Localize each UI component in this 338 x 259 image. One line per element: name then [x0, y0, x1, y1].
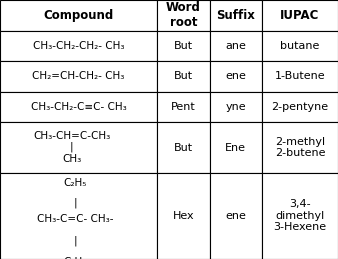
Text: |: | [73, 235, 77, 246]
Bar [262, 61, 338, 92]
Bar [262, 0, 338, 31]
Text: |: | [73, 198, 77, 208]
Text: C₂H₅: C₂H₅ [64, 257, 87, 259]
Bar [0, 0, 157, 31]
Text: CH₃-CH=C-CH₃: CH₃-CH=C-CH₃ [33, 131, 111, 141]
Text: CH₂=CH-CH₂- CH₃: CH₂=CH-CH₂- CH₃ [32, 71, 125, 81]
Bar [157, 0, 210, 31]
Text: CH₃-C=C- CH₃-: CH₃-C=C- CH₃- [37, 214, 114, 224]
Bar [262, 92, 338, 122]
Text: 3,4-
dimethyl
3-Hexene: 3,4- dimethyl 3-Hexene [273, 199, 327, 233]
Text: CH₃-CH₂-C≡C- CH₃: CH₃-CH₂-C≡C- CH₃ [31, 102, 126, 112]
Bar [210, 92, 262, 122]
Text: 2-methyl
2-butene: 2-methyl 2-butene [275, 137, 325, 158]
Bar [0, 122, 157, 173]
Bar [157, 173, 210, 259]
Text: 2-pentyne: 2-pentyne [271, 102, 329, 112]
Text: butane: butane [280, 41, 320, 51]
Text: Pent: Pent [171, 102, 196, 112]
Text: But: But [174, 142, 193, 153]
Bar [0, 31, 157, 61]
Bar [262, 173, 338, 259]
Text: Compound: Compound [44, 9, 114, 22]
Bar [210, 61, 262, 92]
Text: Hex: Hex [173, 211, 194, 221]
Text: yne: yne [225, 102, 246, 112]
Text: CH₃: CH₃ [62, 154, 81, 164]
Bar [157, 122, 210, 173]
Bar [210, 0, 262, 31]
Bar [210, 173, 262, 259]
Bar [262, 31, 338, 61]
Bar [157, 31, 210, 61]
Text: C₂H₅: C₂H₅ [64, 178, 87, 188]
Text: Suffix: Suffix [216, 9, 255, 22]
Text: 1-Butene: 1-Butene [275, 71, 325, 81]
Bar [157, 61, 210, 92]
Text: But: But [174, 71, 193, 81]
Text: ene: ene [225, 211, 246, 221]
Bar [0, 92, 157, 122]
Bar [262, 122, 338, 173]
Bar [157, 92, 210, 122]
Bar [0, 173, 157, 259]
Bar [210, 122, 262, 173]
Text: Word
root: Word root [166, 1, 201, 29]
Text: CH₃-CH₂-CH₂- CH₃: CH₃-CH₂-CH₂- CH₃ [33, 41, 124, 51]
Text: |: | [70, 141, 74, 152]
Text: ane: ane [225, 41, 246, 51]
Bar [0, 61, 157, 92]
Text: IUPAC: IUPAC [280, 9, 320, 22]
Bar [210, 31, 262, 61]
Text: But: But [174, 41, 193, 51]
Text: Ene: Ene [225, 142, 246, 153]
Text: ene: ene [225, 71, 246, 81]
